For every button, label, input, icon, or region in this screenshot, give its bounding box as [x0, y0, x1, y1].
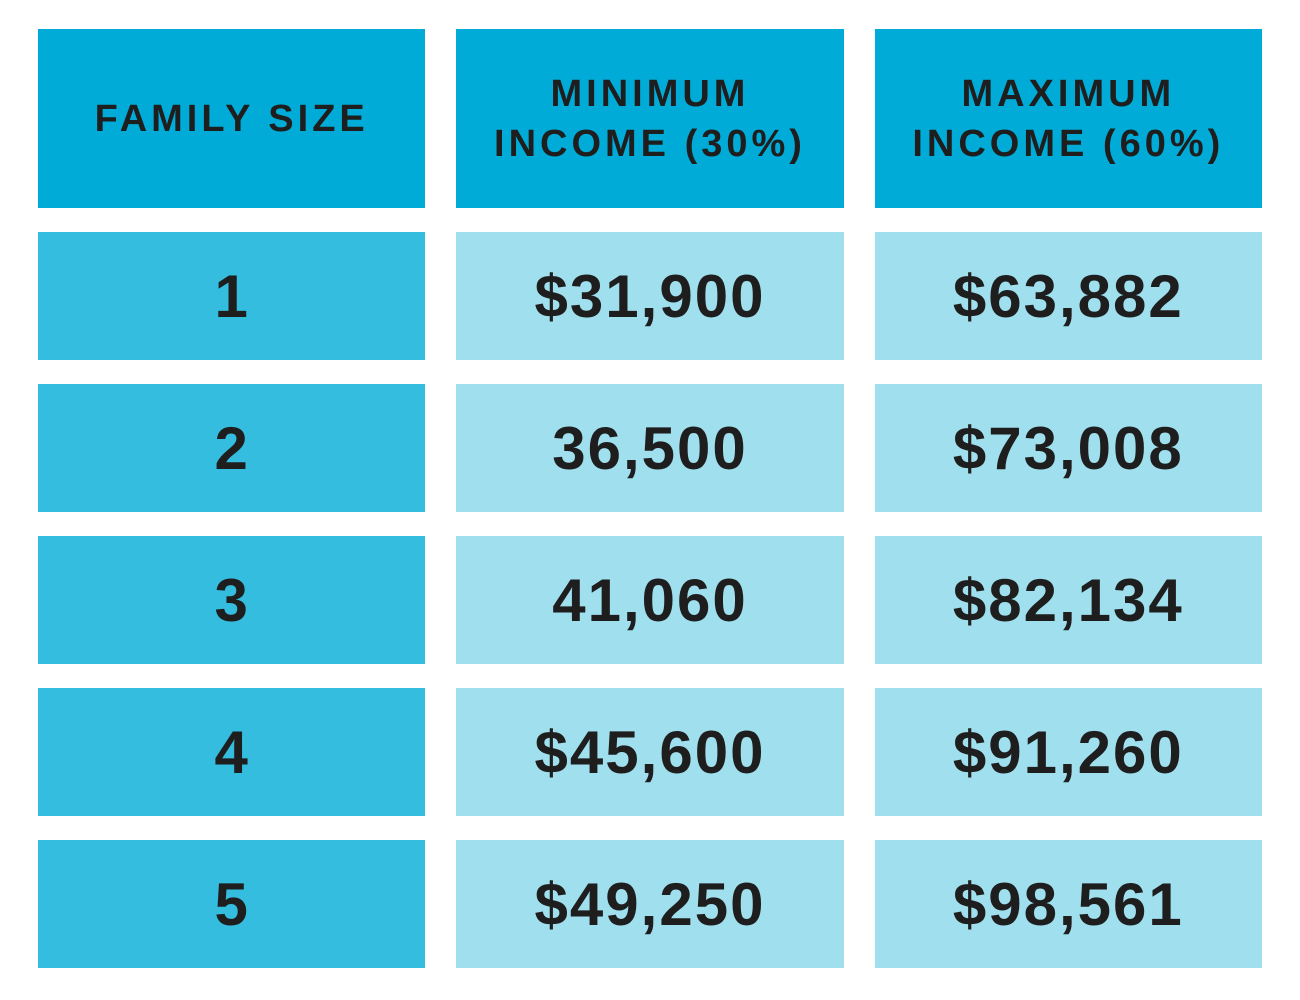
max-income-cell-row1: $63,882 [874, 232, 1262, 360]
max-income-value: $82,134 [952, 566, 1184, 634]
min-income-cell-row4: $45,600 [456, 688, 844, 816]
family-size-cell-row4: 4 [38, 688, 426, 816]
max-income-cell-row2: $73,008 [874, 384, 1262, 512]
family-size-value: 1 [214, 262, 249, 330]
family-size-value: 3 [214, 566, 249, 634]
min-income-value: $49,250 [534, 870, 766, 938]
min-income-cell-row3: 41,060 [456, 536, 844, 664]
max-income-cell-row5: $98,561 [874, 840, 1262, 968]
max-income-cell-row3: $82,134 [874, 536, 1262, 664]
max-income-value: $98,561 [952, 870, 1184, 938]
family-size-cell-row5: 5 [38, 840, 426, 968]
family-size-cell-row1: 1 [38, 232, 426, 360]
min-income-cell-row2: 36,500 [456, 384, 844, 512]
max-income-value: $73,008 [952, 414, 1184, 482]
income-limits-table: FAMILY SIZE MINIMUM INCOME (30%) MAXIMUM… [38, 29, 1262, 968]
header-label-line: INCOME (60%) [912, 122, 1225, 165]
min-income-value: 41,060 [552, 566, 748, 634]
min-income-value: 36,500 [552, 414, 748, 482]
header-cell-maximum-income: MAXIMUM INCOME (60%) [874, 29, 1262, 208]
min-income-cell-row1: $31,900 [456, 232, 844, 360]
header-cell-minimum-income: MINIMUM INCOME (30%) [456, 29, 844, 208]
family-size-value: 5 [214, 870, 249, 938]
family-size-value: 4 [214, 718, 249, 786]
family-size-cell-row2: 2 [38, 384, 426, 512]
min-income-value: $31,900 [534, 262, 766, 330]
family-size-cell-row3: 3 [38, 536, 426, 664]
max-income-cell-row4: $91,260 [874, 688, 1262, 816]
max-income-value: $91,260 [952, 718, 1184, 786]
header-label-line: MINIMUM [550, 72, 750, 115]
header-label-line: INCOME (30%) [494, 122, 806, 165]
header-cell-family-size: FAMILY SIZE [38, 29, 426, 208]
min-income-value: $45,600 [534, 718, 766, 786]
header-label-line: MAXIMUM [961, 72, 1176, 115]
min-income-cell-row5: $49,250 [456, 840, 844, 968]
family-size-value: 2 [214, 414, 249, 482]
max-income-value: $63,882 [952, 262, 1184, 330]
header-label-line: FAMILY SIZE [94, 97, 369, 140]
